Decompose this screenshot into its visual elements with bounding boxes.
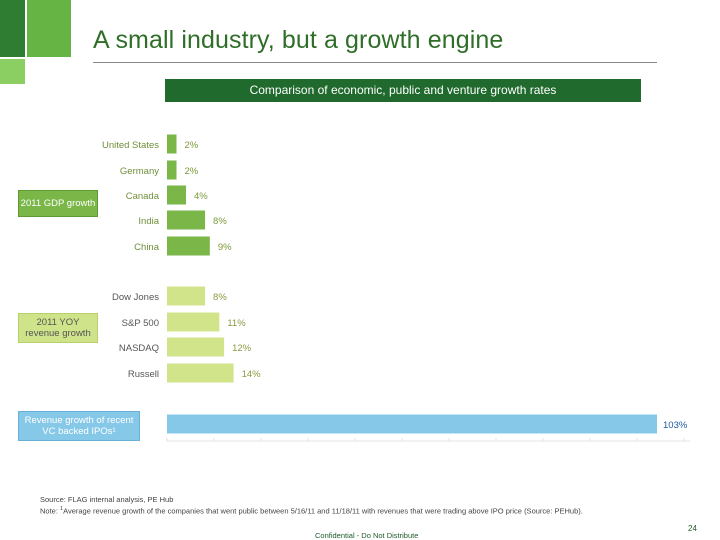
value-label: 2% xyxy=(185,140,199,151)
value-label: 4% xyxy=(194,191,208,202)
group-label-revenue: 2011 YOY revenue growth xyxy=(18,313,98,343)
category-label: Canada xyxy=(126,191,160,202)
category-label: NASDAQ xyxy=(119,343,159,354)
page-number: 24 xyxy=(688,524,697,533)
value-label: 103% xyxy=(663,420,688,431)
footer-source: Source: FLAG internal analysis, PE Hub xyxy=(40,495,174,504)
page-title: A small industry, but a growth engine xyxy=(93,26,504,54)
bar xyxy=(167,312,220,332)
corner-square-mid xyxy=(27,0,71,57)
confidential-notice: Confidential - Do Not Distribute xyxy=(315,531,419,540)
bar xyxy=(167,160,177,180)
value-label: 2% xyxy=(185,166,199,177)
chart-title: Comparison of economic, public and ventu… xyxy=(165,79,641,102)
bar xyxy=(167,134,177,154)
value-label: 11% xyxy=(227,318,246,329)
category-label: China xyxy=(134,242,160,253)
category-label: Dow Jones xyxy=(112,292,159,303)
bar xyxy=(167,414,657,434)
bar-chart: United States 2% Germany 2% Canada 4% India 8% C… xyxy=(102,134,690,442)
corner-square-dark xyxy=(0,0,25,57)
category-label: Germany xyxy=(120,166,159,177)
category-label: United States xyxy=(102,140,159,151)
bar xyxy=(167,363,234,383)
note-prefix: Note: xyxy=(40,506,61,516)
title-divider xyxy=(93,62,657,63)
value-label: 8% xyxy=(213,292,227,303)
note-marker: 1 xyxy=(60,506,64,512)
group-label-ipo: Revenue growth of recent VC backed IPOs¹ xyxy=(18,411,140,441)
bar xyxy=(167,185,187,205)
bar xyxy=(167,286,206,306)
bar xyxy=(167,236,210,256)
value-label: 9% xyxy=(218,242,232,253)
value-label: 8% xyxy=(213,216,227,227)
group-label-gdp: 2011 GDP growth xyxy=(18,190,98,217)
note-text: Average revenue growth of the companies … xyxy=(63,506,583,516)
bar xyxy=(167,210,206,230)
category-label: India xyxy=(138,216,159,227)
value-label: 14% xyxy=(242,369,262,380)
category-label: S&P 500 xyxy=(122,318,159,329)
corner-square-light xyxy=(0,59,25,84)
category-label: Russell xyxy=(128,369,159,380)
bar xyxy=(167,337,225,357)
value-label: 12% xyxy=(232,343,252,354)
footer-note: Note: 1Average revenue growth of the com… xyxy=(40,506,583,516)
